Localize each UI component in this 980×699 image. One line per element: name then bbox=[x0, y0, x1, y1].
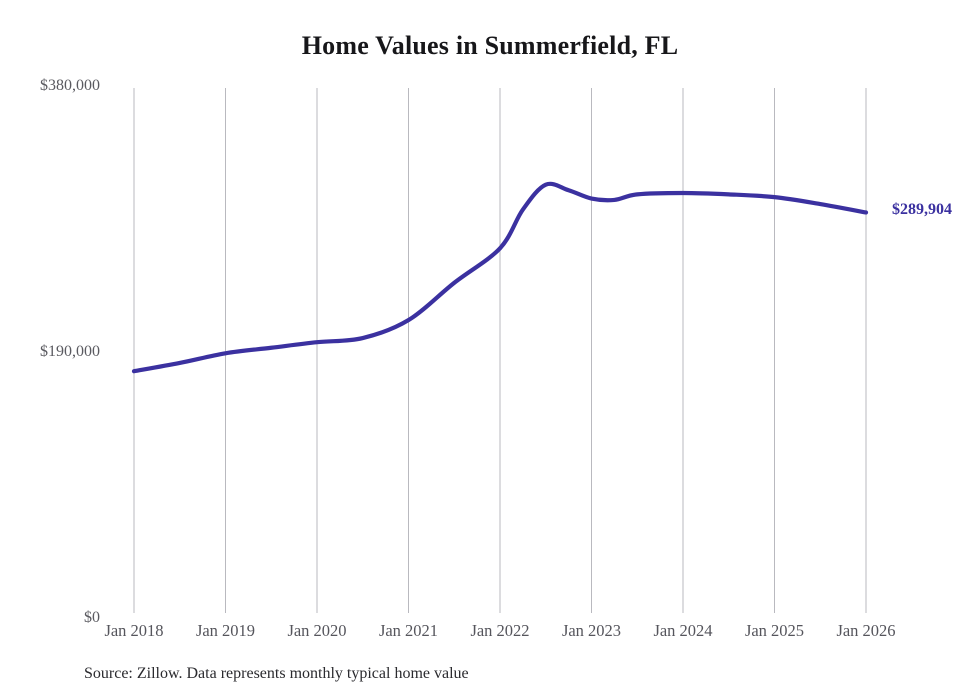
end-value-annotation: $289,904 bbox=[892, 201, 952, 219]
x-tick-label: Jan 2019 bbox=[195, 621, 256, 640]
x-tick-label: Jan 2025 bbox=[744, 621, 805, 640]
x-tick-label: Jan 2018 bbox=[104, 621, 164, 640]
x-tick-label: Jan 2020 bbox=[287, 621, 347, 640]
gridlines bbox=[133, 88, 867, 613]
x-tick-label: Jan 2023 bbox=[561, 621, 622, 640]
x-tick-label: Jan 2021 bbox=[378, 621, 439, 640]
y-tick-label-top: $380,000 bbox=[40, 77, 100, 94]
x-tick-label: Jan 2024 bbox=[653, 621, 713, 640]
y-tick-label-bottom: $0 bbox=[84, 609, 100, 626]
x-tick-label: Jan 2026 bbox=[836, 621, 896, 640]
source-note: Source: Zillow. Data represents monthly … bbox=[84, 665, 469, 682]
value-line bbox=[131, 181, 869, 374]
x-tick-label: Jan 2022 bbox=[470, 621, 530, 640]
chart-title: Home Values in Summerfield, FL bbox=[301, 31, 679, 60]
y-tick-label-middle: $190,000 bbox=[40, 343, 100, 360]
